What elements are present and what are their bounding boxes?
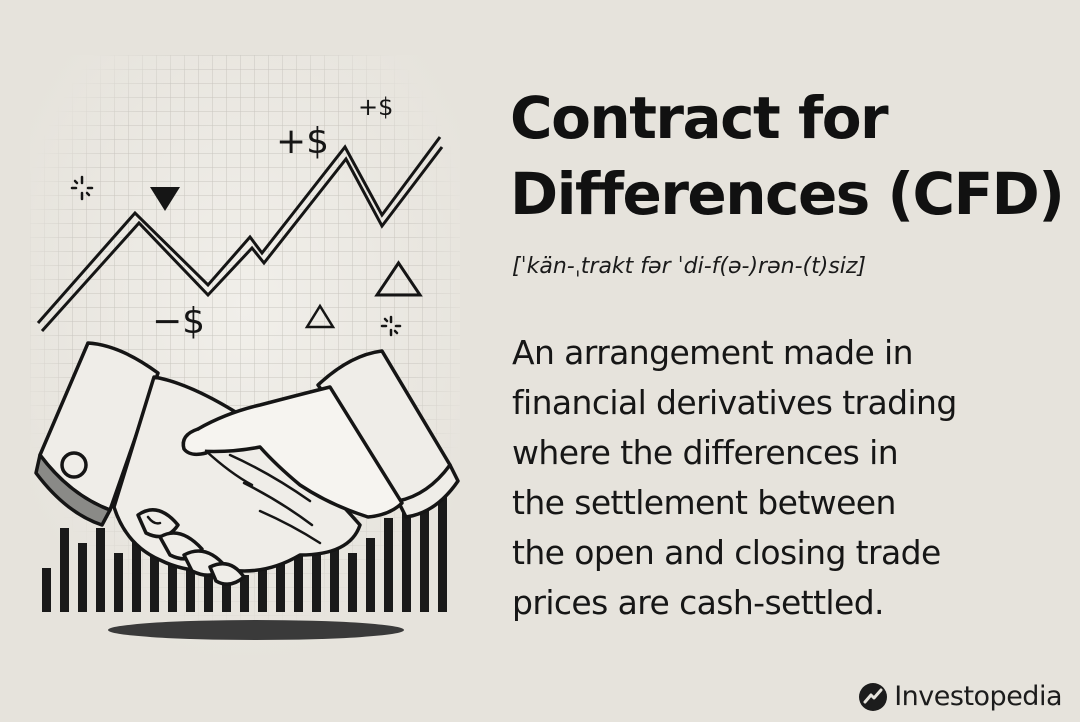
volume-bars [42,478,447,612]
brand-name: Investopedia [894,681,1062,712]
minus-dollar-label: −$ [152,301,205,342]
definition-line: where the differences in [512,433,899,472]
sparkle-left-icon [70,175,94,201]
handshake-chart-svg: +$ +$ −$ [30,55,460,655]
down-triangle-icon [150,187,180,211]
plus-dollar-large-label: +$ [276,121,329,162]
plus-dollar-small-label: +$ [358,93,393,121]
brand-logo[interactable]: Investopedia [858,681,1062,712]
cufflink-icon [60,451,88,479]
right-hand [190,385,404,519]
pronunciation: [ˈkän-ˌtrakt fər ˈdi-f(ə-)rən-(t)siz] [512,254,867,279]
definition-line: the open and closing trade [512,533,941,572]
investopedia-logo-icon [859,682,888,711]
ground-shadow [108,620,404,640]
definition-line: An arrangement made in [512,333,914,372]
definition-line: the settlement between [512,483,896,522]
up-triangle-large-icon [374,260,423,297]
page-title: Contract for Differences (CFD) [510,84,1065,228]
trend-line [36,136,444,333]
definition-line: prices are cash-settled. [512,583,885,622]
handshake [34,341,460,586]
definition-line: financial derivatives trading [512,383,957,422]
definition: An arrangement made in financial derivat… [512,328,1032,628]
left-cuff [34,453,112,527]
up-triangle-small-icon [304,303,336,329]
sparkle-right-icon [380,315,402,337]
cfd-illustration: +$ +$ −$ [30,55,460,655]
